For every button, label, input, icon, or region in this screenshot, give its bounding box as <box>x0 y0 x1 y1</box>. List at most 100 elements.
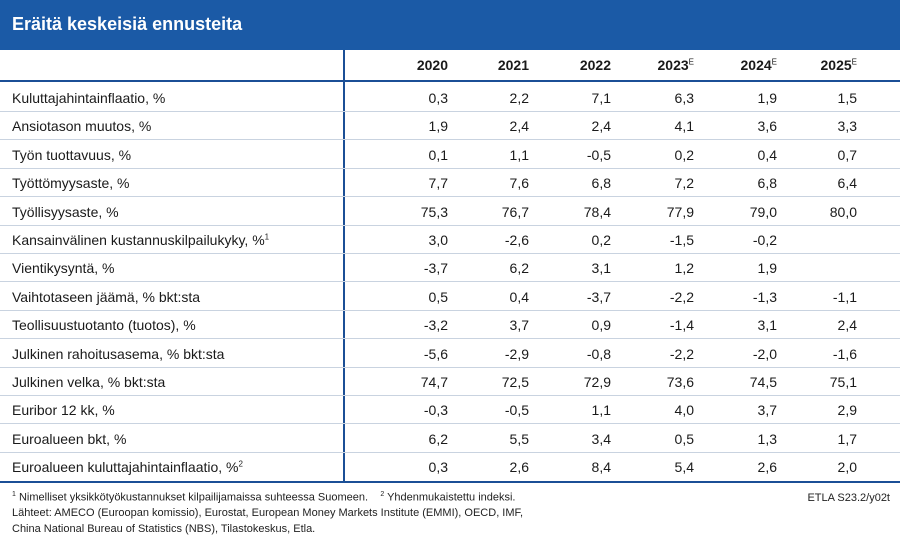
cell-value: 7,2 <box>674 175 694 192</box>
table-row: Vaihtotaseen jäämä, % bkt:sta 0,5 0,4 -3,7 -… <box>0 283 900 311</box>
column-header-5: 2025E <box>797 57 858 73</box>
cell-value: 2,4 <box>837 317 857 334</box>
cell-value: 73,6 <box>666 374 694 390</box>
cell-value: 74,7 <box>420 374 448 390</box>
cell-value: 4,1 <box>674 118 694 135</box>
row-separator <box>0 139 900 141</box>
cell-value: 6,8 <box>757 175 777 192</box>
row-label-text: Julkinen velka, % bkt:sta <box>12 374 166 390</box>
row-separator <box>0 395 900 396</box>
cell-value: 75,3 <box>420 203 448 220</box>
cell-value: -1,6 <box>832 345 857 362</box>
row-label-text: Työllisyysaste, % <box>12 203 119 220</box>
row-label: Työttömyysaste, % <box>12 175 129 191</box>
column-year: 2024 <box>740 57 772 73</box>
column-header-2: 2022 <box>551 57 611 73</box>
cell-value: 1,1 <box>591 402 611 419</box>
cell-value: 80,0 <box>829 203 857 220</box>
cell-value: 1,2 <box>674 260 694 277</box>
cell-value: 2,4 <box>509 118 529 135</box>
cell-value: 1,9 <box>757 90 777 106</box>
row-label: Työn tuottavuus, % <box>12 147 131 163</box>
footnote-2-marker: 2 <box>380 491 385 498</box>
cell-value: 72,9 <box>583 374 611 390</box>
table-row: Julkinen rahoitusasema, % bkt:sta -5,6 -2,… <box>0 340 900 368</box>
table-row: Euribor 12 kk, % -0,3 -0,5 1,1 4,0 3,7 2,9 <box>0 396 900 425</box>
table-row: Kansainvälinen kustannuskilpailukyky, %1… <box>0 226 900 254</box>
table-row: Euroalueen kuluttajahintainflaatio, %2 0,… <box>0 453 900 481</box>
cell-value: -2,0 <box>752 345 777 362</box>
cell-value: -3,7 <box>423 260 448 277</box>
cell-value: 3,6 <box>757 118 777 135</box>
table-row: Euroalueen bkt, % 6,2 5,5 3,4 0,5 1,3 1,7 <box>0 425 900 453</box>
cell-value: 3,7 <box>757 402 777 419</box>
cell-value: 0,2 <box>591 232 611 248</box>
row-label: Kansainvälinen kustannuskilpailukyky, %1 <box>12 232 269 248</box>
cell-value: 1,9 <box>757 260 777 277</box>
row-label-text: Euroalueen kuluttajahintainflaatio, % <box>12 459 239 476</box>
row-separator <box>0 196 900 198</box>
column-year: 2025 <box>820 57 852 73</box>
cell-value: 2,0 <box>837 459 857 476</box>
row-label-text: Työttömyysaste, % <box>12 175 130 192</box>
cell-value: 3,1 <box>591 260 611 277</box>
cell-value: 2,6 <box>509 459 529 476</box>
row-label-text: Euribor 12 kk, % <box>12 402 115 419</box>
table-row: Työllisyysaste, % 75,3 76,7 78,4 77,9 79,0 80,… <box>0 198 900 226</box>
cell-value: -0,8 <box>586 345 611 362</box>
label-column-divider <box>343 50 345 482</box>
cell-value: 3,1 <box>757 317 777 334</box>
row-label-text: Kansainvälinen kustannuskilpailukyky, % <box>12 232 265 248</box>
cell-value: 8,4 <box>591 459 611 476</box>
cell-value: -1,1 <box>832 288 857 305</box>
column-year: 2020 <box>416 57 448 73</box>
footnote-1: Nimelliset yksikkötyökustannukset kilpai… <box>18 491 369 504</box>
footnote-2: Yhdenmukaistettu indeksi. <box>387 491 516 504</box>
row-separator <box>0 281 900 283</box>
row-label-text: Teollisuustuotanto (tuotos), % <box>12 317 196 334</box>
column-header-4: 2024E <box>717 57 778 73</box>
table-title: Eräitä keskeisiä ennusteita <box>12 14 243 34</box>
column-header-0: 2020 <box>388 57 448 73</box>
cell-value: 0,3 <box>428 90 448 106</box>
cell-value: -2,6 <box>504 232 529 248</box>
row-separator <box>0 167 900 169</box>
row-separator <box>0 423 900 425</box>
row-label: Euroalueen kuluttajahintainflaatio, %2 <box>12 459 243 475</box>
cell-value: -0,5 <box>586 146 611 163</box>
cell-value: 6,2 <box>509 260 529 277</box>
cell-value: 6,4 <box>837 175 857 192</box>
cell-value: 3,4 <box>591 430 611 447</box>
cell-value: 2,6 <box>757 459 777 476</box>
cell-value: 2,4 <box>591 118 611 135</box>
cell-value: -3,7 <box>586 288 611 305</box>
cell-value: 3,7 <box>509 317 529 334</box>
cell-value: -2,2 <box>669 345 694 362</box>
cell-value: 72,5 <box>501 374 529 390</box>
cell-value: 76,7 <box>501 203 529 220</box>
sources-line-2: China National Bureau of Statistics (NBS… <box>12 523 316 535</box>
row-label-text: Ansiotason muutos, % <box>12 118 152 135</box>
table-row: Kuluttajahintainflaatio, % 0,3 2,2 7,1 6,3 1,… <box>0 84 900 112</box>
cell-value: 0,4 <box>757 146 777 163</box>
cell-value: -0,3 <box>423 402 448 419</box>
footnote-marker: 1 <box>264 232 270 242</box>
cell-value: -2,9 <box>504 345 529 362</box>
cell-value: -2,2 <box>669 288 694 305</box>
cell-value: 0,9 <box>591 317 611 334</box>
row-label-text: Julkinen rahoitusasema, % bkt:sta <box>12 345 225 362</box>
row-label-text: Vaihtotaseen jäämä, % bkt:sta <box>12 288 201 305</box>
footnote-marker: 2 <box>238 459 243 469</box>
cell-value: 7,6 <box>509 175 529 192</box>
estimate-marker: E <box>771 57 777 67</box>
cell-value: 4,0 <box>674 402 694 419</box>
row-label-text: Työn tuottavuus, % <box>12 146 132 163</box>
footnote-1-marker: 1 <box>12 491 16 498</box>
row-separator <box>0 451 900 453</box>
row-separator <box>0 253 900 254</box>
row-separator <box>0 338 900 340</box>
cell-value: 0,1 <box>428 146 448 163</box>
cell-value: 6,2 <box>428 430 448 447</box>
cell-value: -0,2 <box>752 232 777 248</box>
column-year: 2023 <box>657 57 689 73</box>
